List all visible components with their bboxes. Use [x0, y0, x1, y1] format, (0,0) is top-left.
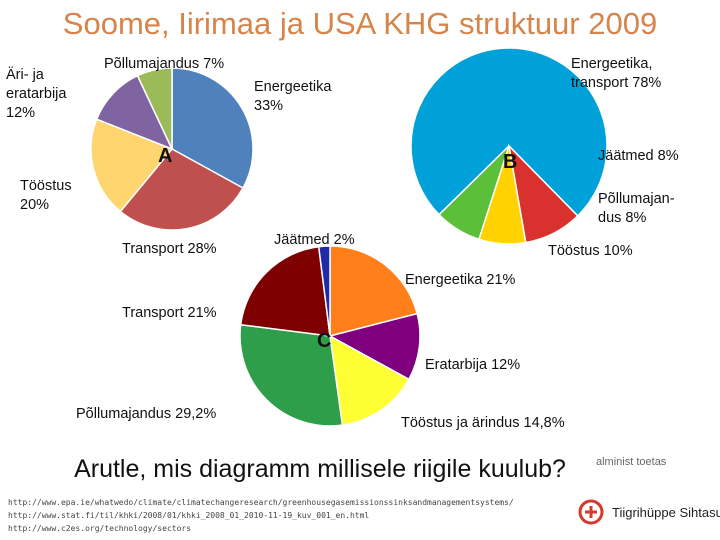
pie-b-slice-1 [410, 47, 608, 217]
label-b-toostus: Tööstus 10% [548, 243, 633, 259]
label-b-pollumajandus: Põllumajan- dus 8% [598, 191, 675, 226]
label-c-pollumajandus: Põllumajandus 29,2% [76, 406, 217, 422]
pie-a-slice-5 [136, 67, 173, 150]
source-link-3[interactable]: http://www.c2es.org/technology/sectors [8, 524, 192, 533]
label-c-transport: Transport 21% [122, 305, 217, 321]
pie-chart-c [239, 245, 421, 427]
label-c-jaatmed: Jäätmed 2% [274, 232, 355, 248]
support-note: alminist toetas [596, 456, 667, 468]
tag-b: B [503, 151, 518, 173]
pie-c-slice-3 [329, 334, 410, 426]
label-a-eratarbija: Äri- ja eratarbija 12% [6, 67, 67, 121]
tag-c: C [317, 330, 332, 352]
label-a-toostus: Tööstus 20% [20, 178, 72, 213]
label-b-energeetika-transport: Energeetika, transport 78% [571, 56, 662, 91]
label-b-jaatmed: Jäätmed 8% [598, 148, 679, 164]
label-a-pollumajandus: Põllumajandus 7% [104, 56, 225, 72]
pie-c-slice-4 [239, 323, 344, 427]
label-a-energeetika: Energeetika 33% [254, 79, 332, 114]
question-text: Arutle, mis diagramm millisele riigile k… [74, 455, 566, 483]
pie-b-slice-4 [507, 143, 579, 244]
pie-chart-b [410, 47, 608, 245]
tag-a: A [158, 145, 173, 167]
pie-c-slice-2 [327, 312, 421, 381]
label-a-transport: Transport 28% [122, 241, 217, 257]
source-link-1[interactable]: http://www.epa.ie/whatwedo/climate/clima… [8, 498, 514, 507]
tiigrihype-logo-icon [578, 499, 604, 525]
label-c-energeetika: Energeetika 21% [405, 272, 516, 288]
page-title: Soome, Iirimaa ja USA KHG struktuur 2009 [62, 6, 658, 41]
label-c-toostus-arindus: Tööstus ja ärindus 14,8% [401, 415, 565, 431]
pie-c-slice-6 [317, 245, 331, 337]
label-c-eratarbija: Eratarbija 12% [425, 357, 521, 373]
pie-a-slice-1 [171, 67, 254, 190]
pie-a-slice-3 [90, 118, 174, 213]
pie-chart-a [90, 67, 254, 231]
source-link-2[interactable]: http://www.stat.fi/til/khki/2008/01/khki… [8, 511, 370, 520]
pie-a-slice-4 [95, 74, 174, 151]
pie-c-slice-1 [329, 245, 419, 337]
pie-c-slice-5 [239, 245, 331, 337]
logo-text: Tiigrihüppe Sihtasutus [612, 505, 720, 520]
pie-a-slice-2 [119, 148, 245, 231]
